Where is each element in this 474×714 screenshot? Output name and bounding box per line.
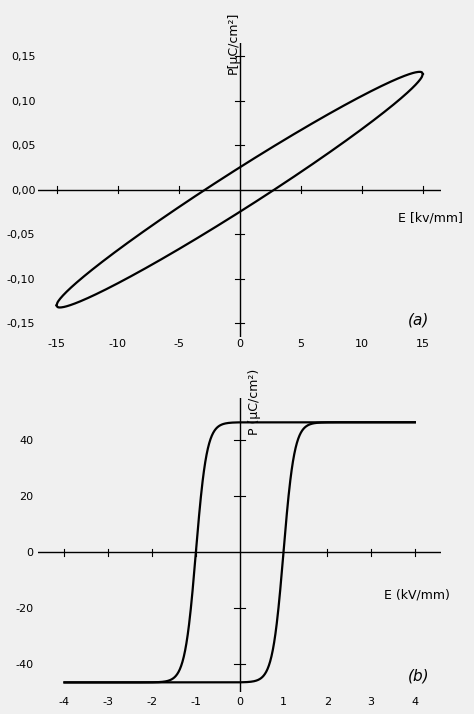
Text: P[μC/cm²]: P[μC/cm²] [227, 11, 240, 74]
Text: (b): (b) [408, 668, 429, 683]
Text: P (μC/cm²): P (μC/cm²) [248, 368, 262, 435]
Text: E (kV/mm): E (kV/mm) [384, 589, 450, 602]
Text: E [kv/mm]: E [kv/mm] [399, 212, 463, 225]
Text: (a): (a) [408, 313, 429, 328]
